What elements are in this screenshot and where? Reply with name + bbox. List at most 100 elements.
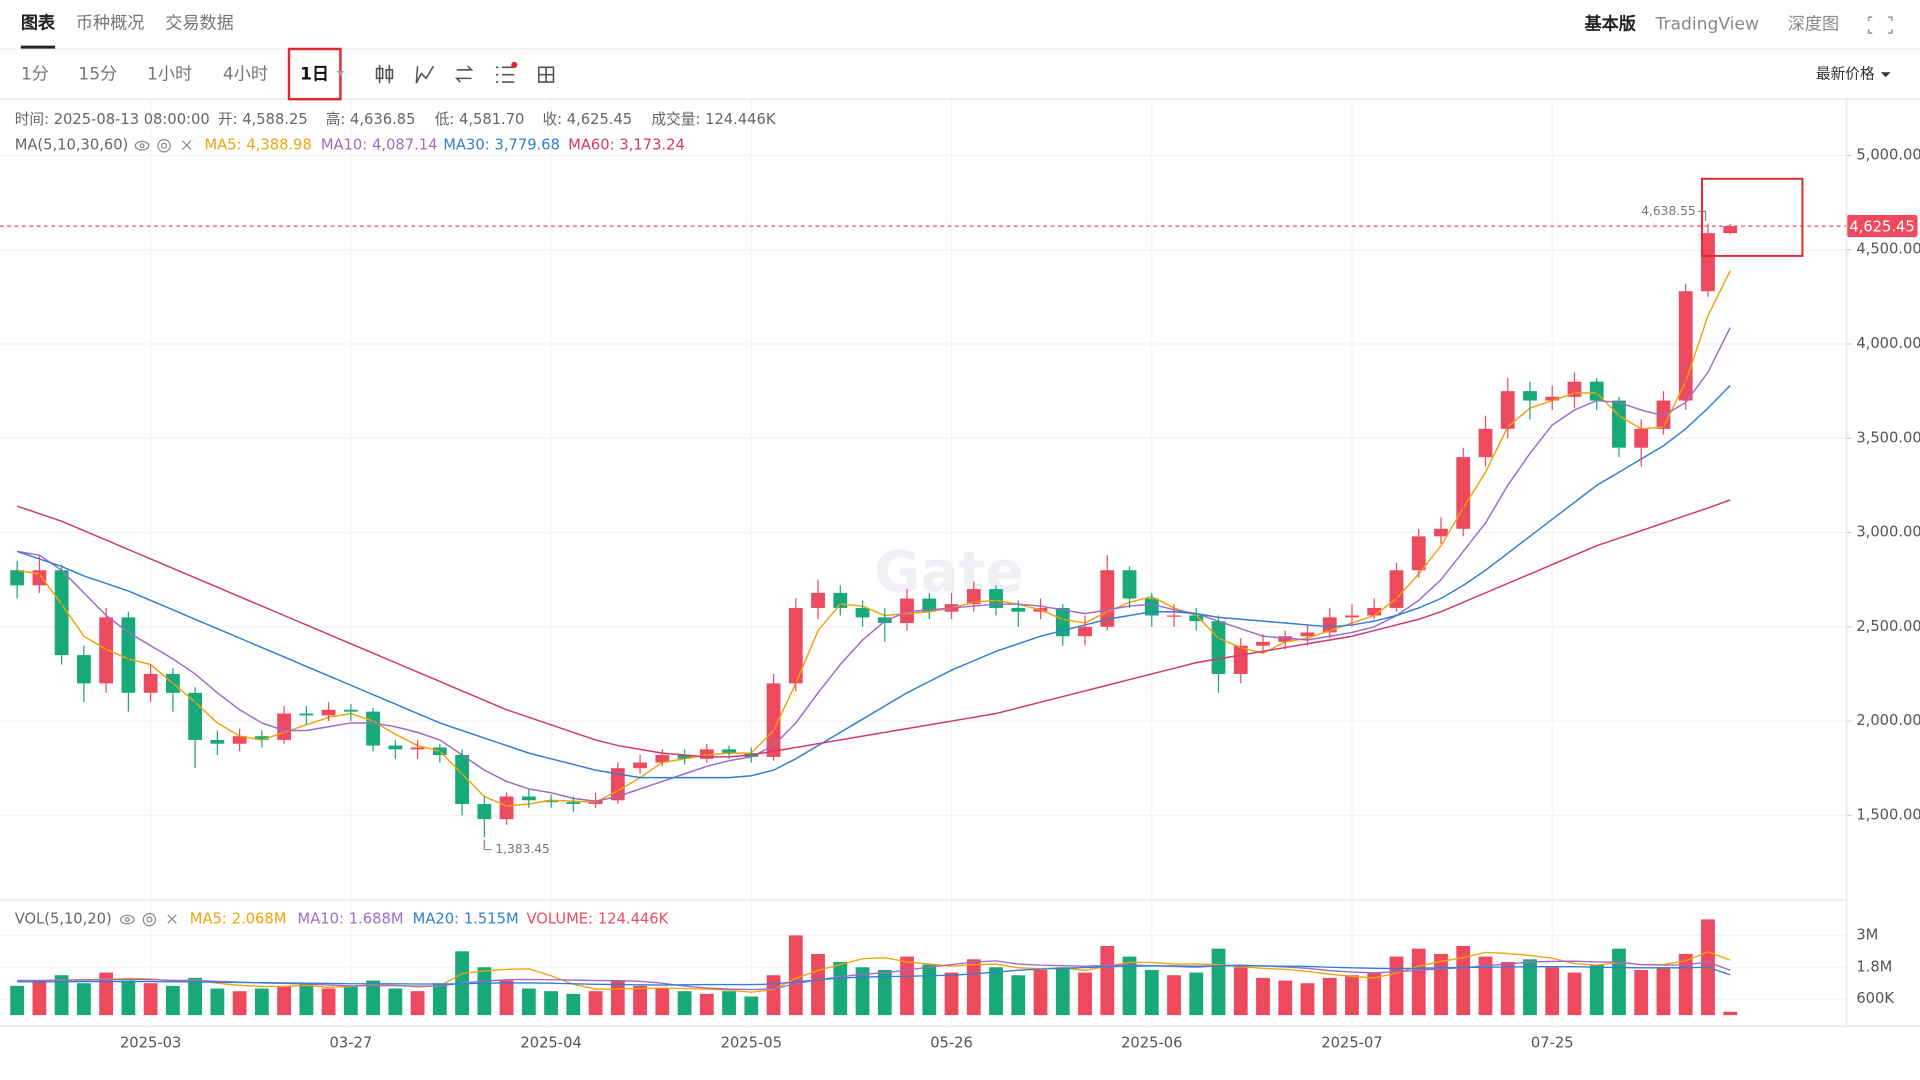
ma-line [17,270,1731,807]
volume-bar [855,967,870,1016]
nav-right-item[interactable]: 基本版 [1584,13,1636,34]
highlight-box [1701,177,1804,257]
legend-value: 124.446K [598,911,669,928]
volume-bar [1678,953,1693,1016]
volume-bar [699,993,714,1016]
y-tick-label: 600K [1856,990,1894,1007]
volume-bar [1256,977,1270,1016]
volume-ma-line [17,964,1731,986]
interval-button[interactable]: 15分 [78,65,117,85]
volume-ma-line [17,960,1731,991]
volume-bar [788,935,803,1016]
legend-name: MA20: [413,911,459,928]
ohlc-info: 收: 4,625.45 [542,111,632,128]
legend-name: MA60: [568,137,614,154]
volume-bar [1100,945,1115,1016]
volume-bar [1278,980,1293,1016]
volume-bar [1345,975,1359,1016]
volume-bar [566,993,581,1016]
vol-legend-controls[interactable] [120,912,177,927]
x-tick-label: 2025-03 [120,1034,181,1051]
annotation-pointer [483,839,492,851]
legend-entry: MA5: 2.068M [190,911,287,928]
legend-entry: MA30: 3,779.68 [443,137,560,154]
volume-bar [1167,975,1181,1016]
volume-bar [210,988,225,1016]
nav-tab[interactable]: 图表 [21,12,56,33]
ohlc-info: 低: 4,581.70 [435,111,525,128]
volume-bar [1545,967,1560,1016]
interval-button[interactable]: 4小时 [223,65,268,85]
layout-icon[interactable] [537,66,555,83]
volume-bar [277,985,292,1016]
y-tick-label: 3,000.00 [1856,524,1920,541]
nav-right-item[interactable]: 深度图 [1788,14,1839,34]
y-tick-label: 3,500.00 [1856,429,1920,446]
volume-bar [1233,967,1248,1016]
interval-button[interactable]: 1日 [300,65,329,85]
legend-entry: MA5: 4,388.98 [204,137,311,154]
y-tick-label: 2,500.00 [1856,618,1920,635]
annotation-pointer [1698,210,1707,222]
legend-entry: MA60: 3,173.24 [568,137,685,154]
x-tick-label: 2025-07 [1321,1034,1382,1051]
fullscreen-icon[interactable] [1867,16,1893,34]
y-tick-label: 5,000.00 [1856,146,1920,163]
y-tick-label: 4,000.00 [1856,335,1920,352]
volume-bar [944,972,959,1016]
volume-bar [99,972,114,1016]
volume-bar [1011,975,1026,1016]
volume-bar [1523,959,1537,1016]
nav-tab[interactable]: 交易数据 [165,13,234,33]
interval-dropdown[interactable] [336,71,345,76]
ma-line [16,499,1731,758]
volume-bar [744,996,759,1016]
volume-bar [1411,948,1426,1016]
volume-bar [1322,977,1337,1016]
volume-bar [1634,969,1649,1016]
volume-bar [76,983,91,1016]
y-tick-label: 2,000.00 [1856,712,1920,729]
volume-bar [1144,969,1159,1016]
volume-bar [1567,972,1582,1016]
nav-tab[interactable]: 币种概况 [76,13,145,33]
volume-bar [1589,964,1604,1016]
x-tick-label: 2025-06 [1121,1034,1182,1051]
candles [10,226,1738,820]
indicator-icon[interactable] [415,65,435,84]
volume-bar [1389,956,1404,1016]
legend-value: 3,779.68 [495,137,560,154]
compare-icon[interactable] [454,65,474,83]
x-tick-label: 2025-05 [721,1034,782,1051]
volume-bar [833,961,848,1016]
volume-bar [1367,972,1382,1016]
y-tick-label: 4,500.00 [1856,241,1920,258]
legend-name: MA30: [443,137,489,154]
price-type-dropdown[interactable] [1880,72,1891,78]
volume-bar [1500,961,1515,1016]
volume-bar [1656,967,1671,1016]
settings-list-icon[interactable] [495,66,515,83]
ohlc-info: 成交量: 124.446K [651,110,775,128]
interval-button[interactable]: 1小时 [147,65,192,85]
volume-bar [388,988,403,1016]
volume-bar [655,988,670,1016]
interval-button[interactable]: 1分 [21,65,49,85]
volume-bar [1078,972,1092,1016]
nav-right-item[interactable]: TradingView [1655,14,1759,34]
volume-bar [499,980,514,1016]
ma-legend-controls[interactable] [134,138,192,153]
legend-entry: VOLUME: 124.446K [527,911,669,928]
volume-bar [432,983,447,1016]
volume-bar [1612,948,1626,1016]
legend-name: MA5: [204,137,241,154]
volume-bar [1122,956,1137,1016]
volume-bar [1189,972,1204,1016]
volume-bar [1456,945,1471,1016]
volume-bar [1723,1011,1738,1016]
volume-bar [1434,953,1448,1016]
price-type-select[interactable]: 最新价格 [1816,66,1875,83]
candle-type-icon[interactable] [375,64,394,84]
volume-bar [232,991,247,1016]
